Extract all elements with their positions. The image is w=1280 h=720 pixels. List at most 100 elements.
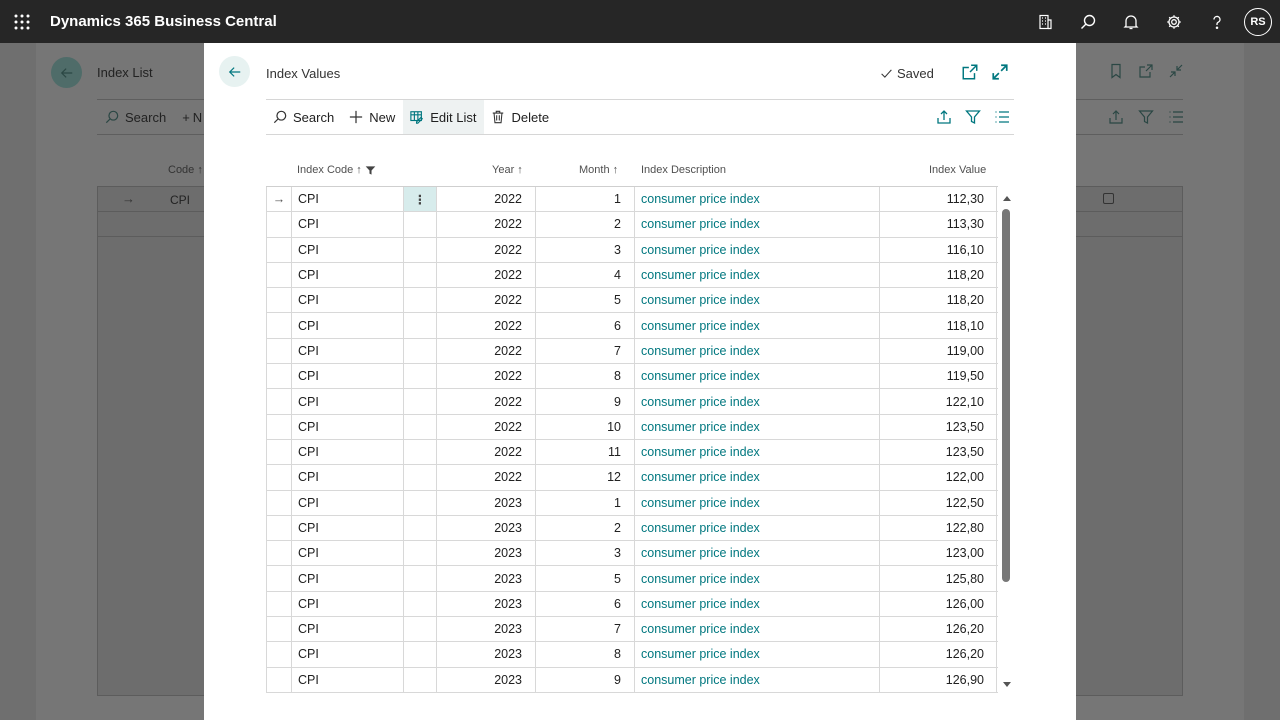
description-cell[interactable]: consumer price index [635,515,880,541]
month-cell[interactable]: 8 [536,642,635,667]
month-cell[interactable]: 1 [536,490,635,515]
description-cell[interactable]: consumer price index [635,465,880,490]
index-value-cell[interactable]: 122,10 [880,389,997,414]
table-row[interactable]: CPI 2023 8 consumer price index 126,20 [266,642,998,668]
index-code-cell[interactable]: CPI [292,313,404,338]
scroll-down-icon[interactable] [1003,682,1011,687]
row-selector[interactable] [266,642,292,667]
app-title[interactable]: Dynamics 365 Business Central [50,13,277,30]
description-cell[interactable]: consumer price index [635,389,880,414]
row-actions-menu[interactable] [404,617,437,642]
month-cell[interactable]: 3 [536,541,635,566]
description-cell[interactable]: consumer price index [635,262,880,288]
scroll-up-icon[interactable] [1003,196,1011,201]
row-selector[interactable] [266,566,292,591]
month-cell[interactable]: 10 [536,414,635,439]
row-actions-menu[interactable] [404,338,437,364]
description-cell[interactable]: consumer price index [635,288,880,313]
table-row[interactable]: → CPI ⋮ 2022 1 consumer price index 112,30 [266,187,998,213]
column-header-description[interactable]: Index Description [641,164,726,176]
year-cell[interactable]: 2023 [437,642,536,667]
index-value-cell[interactable]: 122,80 [880,515,997,541]
index-value-cell[interactable]: 126,20 [880,642,997,667]
description-cell[interactable]: consumer price index [635,490,880,515]
row-actions-menu[interactable] [404,389,437,414]
row-actions-menu[interactable] [404,591,437,617]
row-selector[interactable] [266,262,292,288]
row-actions-menu[interactable] [404,642,437,667]
index-code-cell[interactable]: CPI [292,262,404,288]
index-code-cell[interactable]: CPI [292,389,404,414]
table-row[interactable]: CPI 2023 6 consumer price index 126,00 [266,591,998,618]
index-value-cell[interactable]: 119,50 [880,364,997,389]
month-cell[interactable]: 2 [536,212,635,237]
scrollbar-thumb[interactable] [1002,209,1010,582]
row-actions-menu[interactable] [404,262,437,288]
year-cell[interactable]: 2022 [437,338,536,364]
index-value-cell[interactable]: 123,50 [880,414,997,439]
row-selector[interactable] [266,364,292,389]
index-value-cell[interactable]: 126,90 [880,667,997,692]
description-cell[interactable]: consumer price index [635,187,880,212]
year-cell[interactable]: 2022 [437,389,536,414]
search-button[interactable]: Search [266,100,342,134]
description-cell[interactable]: consumer price index [635,566,880,591]
index-code-cell[interactable]: CPI [292,566,404,591]
row-actions-menu[interactable]: ⋮ [404,187,437,212]
column-header-value[interactable]: Index Value [929,164,986,176]
index-code-cell[interactable]: CPI [292,515,404,541]
column-header-month[interactable]: Month ↑ [579,164,618,176]
row-actions-menu[interactable] [404,414,437,439]
index-code-cell[interactable]: CPI [292,667,404,692]
user-avatar[interactable]: RS [1244,7,1272,36]
description-cell[interactable]: consumer price index [635,667,880,692]
row-actions-menu[interactable] [404,490,437,515]
index-code-cell[interactable]: CPI [292,212,404,237]
row-selector[interactable] [266,490,292,515]
row-actions-menu[interactable] [404,237,437,262]
year-cell[interactable]: 2022 [437,364,536,389]
row-selector[interactable] [266,414,292,439]
year-cell[interactable]: 2023 [437,617,536,642]
index-code-cell[interactable]: CPI [292,541,404,566]
description-cell[interactable]: consumer price index [635,338,880,364]
filter-icon[interactable] [965,109,981,125]
row-selector[interactable] [266,465,292,490]
month-cell[interactable]: 6 [536,313,635,338]
table-row[interactable]: CPI 2022 7 consumer price index 119,00 [266,338,998,365]
year-cell[interactable]: 2023 [437,490,536,515]
month-cell[interactable]: 9 [536,667,635,692]
table-row[interactable]: CPI 2023 9 consumer price index 126,90 [266,667,998,693]
row-selector[interactable] [266,541,292,566]
index-code-cell[interactable]: CPI [292,490,404,515]
row-selector[interactable] [266,237,292,262]
row-selector[interactable] [266,212,292,237]
month-cell[interactable]: 7 [536,338,635,364]
search-icon[interactable] [1066,0,1109,43]
column-header-index-code[interactable]: Index Code ↑ [297,164,376,176]
year-cell[interactable]: 2022 [437,439,536,465]
index-value-cell[interactable]: 126,00 [880,591,997,617]
table-row[interactable]: CPI 2022 8 consumer price index 119,50 [266,364,998,390]
description-cell[interactable]: consumer price index [635,439,880,465]
row-actions-menu[interactable] [404,439,437,465]
edit-list-button[interactable]: Edit List [403,100,485,134]
table-row[interactable]: CPI 2022 11 consumer price index 123,50 [266,439,998,466]
month-cell[interactable]: 8 [536,364,635,389]
index-value-cell[interactable]: 125,80 [880,566,997,591]
table-row[interactable]: CPI 2022 4 consumer price index 118,20 [266,262,998,289]
company-icon[interactable] [1023,0,1066,43]
table-row[interactable]: CPI 2023 3 consumer price index 123,00 [266,541,998,567]
month-cell[interactable]: 5 [536,566,635,591]
year-cell[interactable]: 2022 [437,465,536,490]
index-value-cell[interactable]: 123,50 [880,439,997,465]
row-selector[interactable] [266,288,292,313]
table-row[interactable]: CPI 2022 9 consumer price index 122,10 [266,389,998,415]
year-cell[interactable]: 2023 [437,591,536,617]
month-cell[interactable]: 6 [536,591,635,617]
index-code-cell[interactable]: CPI [292,338,404,364]
index-value-cell[interactable]: 112,30 [880,187,997,212]
year-cell[interactable]: 2023 [437,667,536,692]
table-row[interactable]: CPI 2023 1 consumer price index 122,50 [266,490,998,516]
year-cell[interactable]: 2022 [437,262,536,288]
